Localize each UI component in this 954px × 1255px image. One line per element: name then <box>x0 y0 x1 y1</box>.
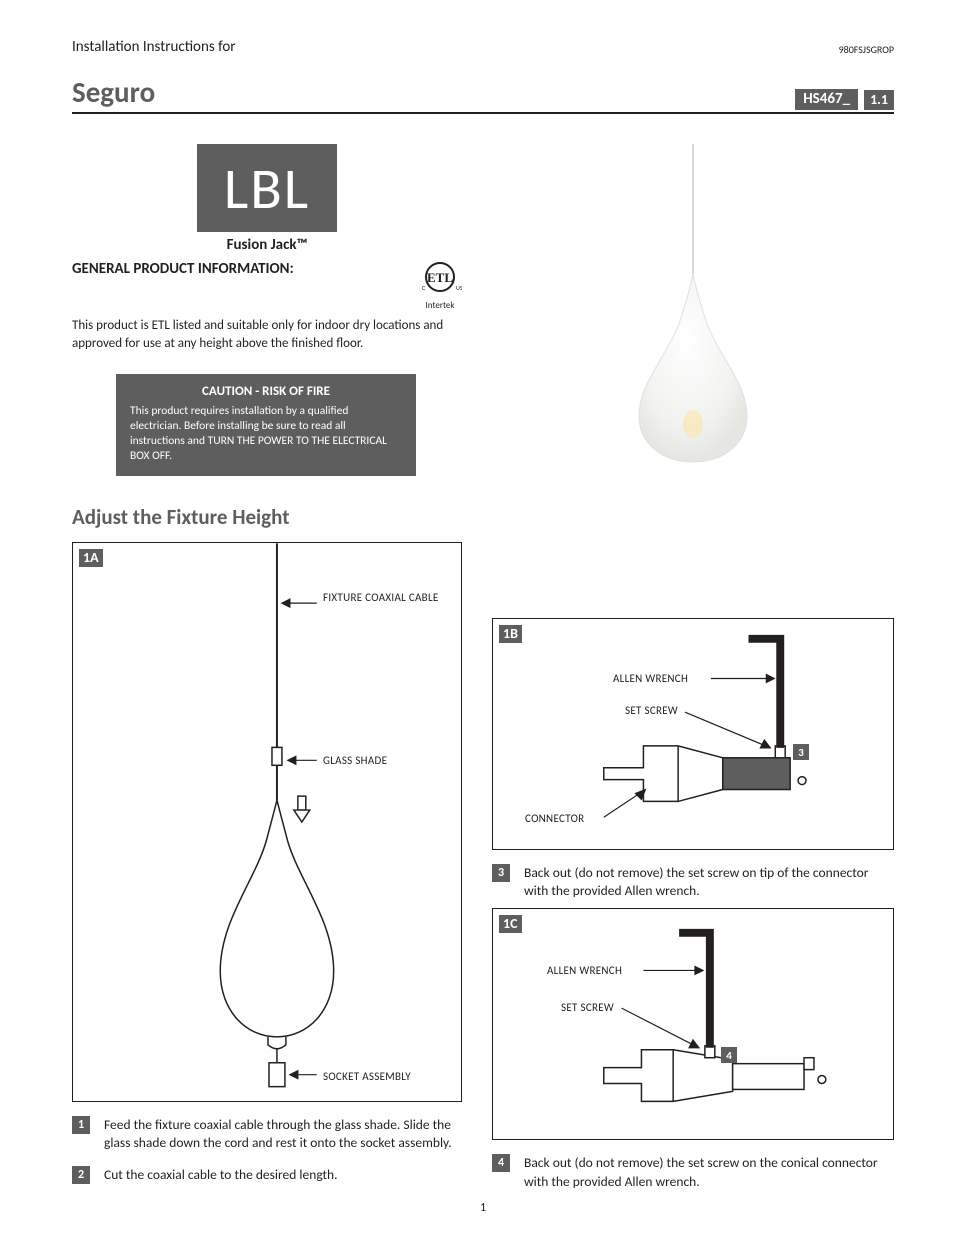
gpi-body: This product is ETL listed and suitable … <box>72 317 462 352</box>
step-2-text: Cut the coaxial cable to the desired len… <box>104 1166 338 1184</box>
etl-label: Intertek <box>426 300 455 311</box>
doc-code: 980FSJSGROP <box>839 43 894 56</box>
figure-1c-mini: 4 <box>721 1047 737 1063</box>
svg-text:C: C <box>422 284 426 292</box>
logo-block: LBL Fusion Jack™ <box>162 144 372 254</box>
figure-1a-svg <box>73 543 461 1101</box>
callout-1b-screw: SET SCREW <box>625 704 678 717</box>
callout-1b-connector: CONNECTOR <box>525 812 584 825</box>
title-right: HS467_ 1.1 <box>795 89 894 110</box>
brand-sub: Fusion Jack™ <box>162 236 372 254</box>
etl-icon: ETL C US <box>418 260 462 298</box>
callout-1c-wrench: ALLEN WRENCH <box>547 964 622 977</box>
step-4: 4 Back out (do not remove) the set screw… <box>492 1154 894 1190</box>
caution-title: CAUTION - RISK OF FIRE <box>130 384 402 401</box>
main-columns: LBL Fusion Jack™ GENERAL PRODUCT INFORMA… <box>72 144 894 1191</box>
model-chip: HS467_ <box>795 89 858 110</box>
page-number: 1 <box>72 1201 894 1215</box>
step-3: 3 Back out (do not remove) the set screw… <box>492 864 894 900</box>
figure-1c: 1C <box>492 908 894 1140</box>
right-column: 1B <box>492 144 894 1191</box>
step-4-text: Back out (do not remove) the set screw o… <box>524 1154 894 1190</box>
figure-1b-mini: 3 <box>793 744 809 760</box>
step-3-text: Back out (do not remove) the set screw o… <box>524 864 894 900</box>
figure-1c-label: 1C <box>499 915 522 933</box>
step-2: 2 Cut the coaxial cable to the desired l… <box>72 1166 462 1184</box>
figure-1c-svg <box>493 909 893 1139</box>
step-1-num: 1 <box>72 1116 90 1134</box>
product-photo <box>492 144 894 464</box>
header-top: Installation Instructions for 980FSJSGRO… <box>72 38 894 56</box>
product-title: Seguro <box>72 74 155 110</box>
instructions-for-label: Installation Instructions for <box>72 38 236 56</box>
left-column: LBL Fusion Jack™ GENERAL PRODUCT INFORMA… <box>72 144 462 1191</box>
callout-cable: FIXTURE COAXIAL CABLE <box>323 591 443 604</box>
figure-1a: 1A <box>72 542 462 1102</box>
figure-1b-label: 1B <box>499 625 522 643</box>
svg-text:ETL: ETL <box>427 270 453 285</box>
title-row: Seguro HS467_ 1.1 <box>72 74 894 114</box>
product-photo-svg <box>492 144 894 464</box>
figure-1a-label: 1A <box>79 549 103 567</box>
caution-box: CAUTION - RISK OF FIRE This product requ… <box>116 374 416 476</box>
step-4-num: 4 <box>492 1154 510 1172</box>
etl-mark: ETL C US Intertek <box>418 260 462 311</box>
step-3-num: 3 <box>492 864 510 882</box>
callout-1b-wrench: ALLEN WRENCH <box>613 672 688 685</box>
gpi-heading: GENERAL PRODUCT INFORMATION: <box>72 260 294 278</box>
figure-1b: 1B <box>492 618 894 850</box>
gpi-row: GENERAL PRODUCT INFORMATION: ETL C US In… <box>72 260 462 311</box>
brand-logo: LBL <box>197 144 337 232</box>
callout-1c-screw: SET SCREW <box>561 1001 614 1014</box>
version-chip: 1.1 <box>864 90 894 110</box>
section-heading: Adjust the Fixture Height <box>72 504 462 530</box>
callout-socket: SOCKET ASSEMBLY <box>323 1070 411 1083</box>
caution-body: This product requires installation by a … <box>130 404 402 464</box>
step-1-text: Feed the fixture coaxial cable through t… <box>104 1116 462 1152</box>
svg-text:US: US <box>456 284 462 292</box>
step-2-num: 2 <box>72 1166 90 1184</box>
callout-shade: GLASS SHADE <box>323 754 387 767</box>
step-1: 1 Feed the fixture coaxial cable through… <box>72 1116 462 1152</box>
